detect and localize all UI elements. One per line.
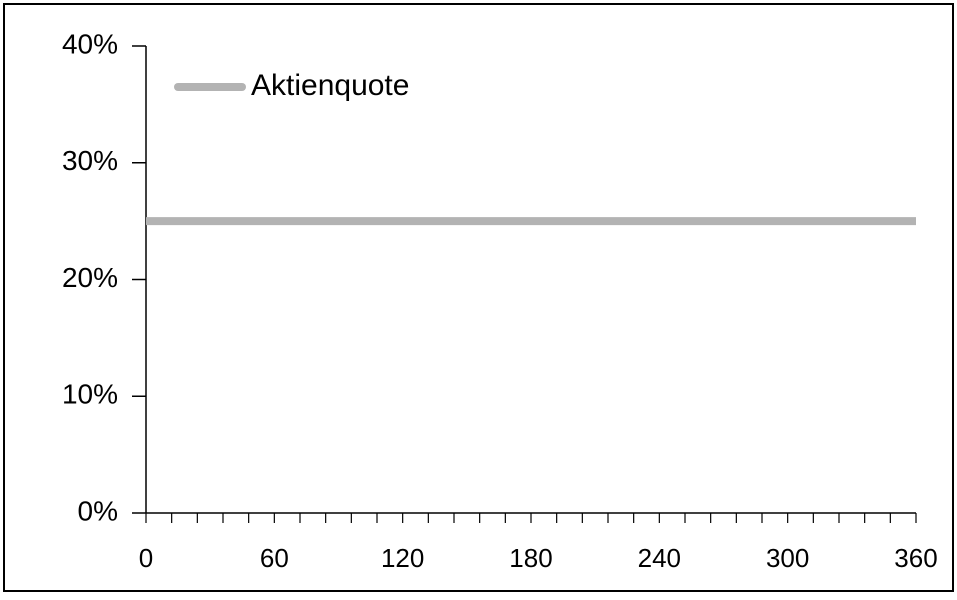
y-tick-label: 0% bbox=[78, 495, 118, 526]
chart-border bbox=[3, 3, 954, 592]
x-tick-label: 120 bbox=[381, 543, 424, 573]
y-tick-label: 30% bbox=[62, 145, 118, 176]
x-tick-label: 0 bbox=[139, 543, 153, 573]
y-tick-label: 40% bbox=[62, 28, 118, 59]
plot-area: 0% 10% 20% 30% 40% 0 60 120 180 240 300 360 Aktienqu… bbox=[62, 28, 938, 572]
x-tick-label: 240 bbox=[638, 543, 681, 573]
legend-label: Aktienquote bbox=[251, 69, 409, 102]
x-tick-label: 300 bbox=[766, 543, 809, 573]
x-tick-label: 60 bbox=[260, 543, 289, 573]
x-tick-label: 360 bbox=[894, 543, 937, 573]
x-tick-label: 180 bbox=[509, 543, 552, 573]
y-tick-label: 10% bbox=[62, 379, 118, 410]
y-tick-label: 20% bbox=[62, 262, 118, 293]
